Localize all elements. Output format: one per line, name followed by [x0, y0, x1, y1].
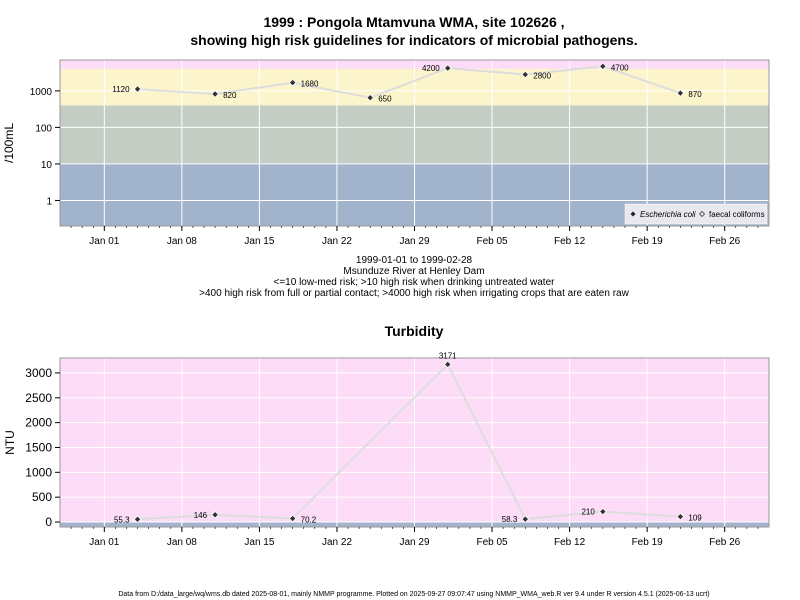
data-label: 4200: [422, 64, 440, 73]
y-tick-label: 1500: [25, 440, 52, 454]
x-tick-label: Feb 19: [632, 537, 664, 548]
y-tick-label: 0: [45, 515, 52, 529]
data-label: 70.2: [301, 516, 317, 525]
x-tick-label: Jan 22: [322, 537, 352, 548]
data-label: 820: [223, 91, 237, 100]
data-point: [288, 514, 297, 523]
legend: Escherichia coli faecal coliforms: [624, 203, 768, 225]
chart-title-line1: 1999 : Pongola Mtamvuna WMA, site 102626…: [263, 14, 564, 30]
y-axis-label: NTU: [3, 430, 17, 455]
x-tick-label: Jan 15: [244, 537, 274, 548]
data-point: [211, 90, 219, 98]
x-tick-label: Feb 12: [554, 236, 586, 247]
caption-contact-guideline: >400 high risk from full or partial cont…: [199, 288, 629, 299]
data-label: 146: [194, 511, 208, 520]
footer-note: Data from D:/data_large/wq/wms.db dated …: [118, 591, 709, 598]
data-label: 210: [581, 508, 595, 517]
turbidity-chart: 0 500 1000 1500 2000 2500 3000 Jan 01 Jan 08 Jan …: [3, 351, 770, 548]
y-axis-label: /100mL: [2, 123, 16, 163]
y-tick-label: 10: [41, 160, 53, 171]
x-tick-label: Jan 22: [322, 236, 352, 247]
turbidity-title: Turbidity: [385, 323, 444, 339]
x-tick-label: Feb 05: [476, 236, 508, 247]
data-point: [521, 70, 530, 79]
microbial-chart: 1 10 100 1000 Jan 01 Jan 08 Jan 15 Jan 22 Jan 29…: [2, 59, 770, 247]
data-point: [598, 62, 607, 71]
data-point: [366, 93, 375, 102]
x-tick-label: Jan 01: [89, 537, 119, 548]
x-tick-label: Feb 26: [709, 537, 741, 548]
data-point: [521, 515, 530, 523]
x-tick-label: Jan 29: [399, 236, 429, 247]
y-tick-label: 500: [32, 490, 52, 504]
data-point: [676, 89, 685, 97]
y-tick-label: 100: [35, 123, 52, 134]
caption-date-range: 1999-01-01 to 1999-02-28: [356, 255, 473, 266]
data-point: [443, 64, 452, 72]
x-tick-label: Feb 05: [476, 537, 508, 548]
data-label: 1680: [301, 80, 319, 89]
legend-marker-faecal: [699, 211, 705, 217]
data-label: 870: [688, 90, 702, 99]
data-label: 1120: [112, 85, 130, 94]
data-label: 55.3: [114, 515, 130, 524]
data-point: [598, 507, 607, 516]
y-tick-label: 2000: [25, 416, 52, 430]
x-tick-label: Jan 08: [167, 537, 197, 548]
data-point: [133, 85, 142, 93]
legend-box: [624, 203, 768, 225]
series-line: [137, 65, 681, 99]
data-point: [676, 512, 685, 521]
x-tick-label: Feb 12: [554, 537, 586, 548]
legend-marker-ecoli: [630, 211, 636, 217]
data-point: [288, 78, 297, 87]
data-label: 4700: [611, 63, 629, 72]
caption-drinking-guideline: <=10 low-med risk; >10 high risk when dr…: [274, 277, 556, 288]
y-tick-label: 1000: [30, 87, 53, 98]
data-point: [133, 515, 142, 524]
x-tick-label: Feb 26: [709, 236, 741, 247]
data-point: [443, 360, 452, 369]
y-tick-label: 1000: [25, 465, 52, 479]
data-label: 650: [378, 95, 392, 104]
data-label: 3171: [439, 351, 457, 360]
legend-label-ecoli: Escherichia coli: [640, 210, 696, 219]
x-tick-label: Jan 29: [399, 537, 429, 548]
data-label: 2800: [533, 72, 551, 81]
x-tick-label: Jan 15: [244, 236, 274, 247]
data-point: [211, 510, 219, 519]
x-tick-label: Feb 19: [632, 236, 664, 247]
data-label: 109: [688, 514, 702, 523]
y-tick-label: 3000: [25, 366, 52, 380]
caption-site: Msunduze River at Henley Dam: [343, 266, 484, 277]
y-tick-label: 1: [46, 196, 52, 207]
legend-label-faecal: faecal coliforms: [709, 210, 765, 219]
chart-title-line2: showing high risk guidelines for indicat…: [190, 32, 637, 48]
data-label: 58.3: [502, 515, 518, 524]
y-tick-label: 2500: [25, 391, 52, 405]
x-tick-label: Jan 01: [89, 236, 119, 247]
x-tick-label: Jan 08: [167, 236, 197, 247]
